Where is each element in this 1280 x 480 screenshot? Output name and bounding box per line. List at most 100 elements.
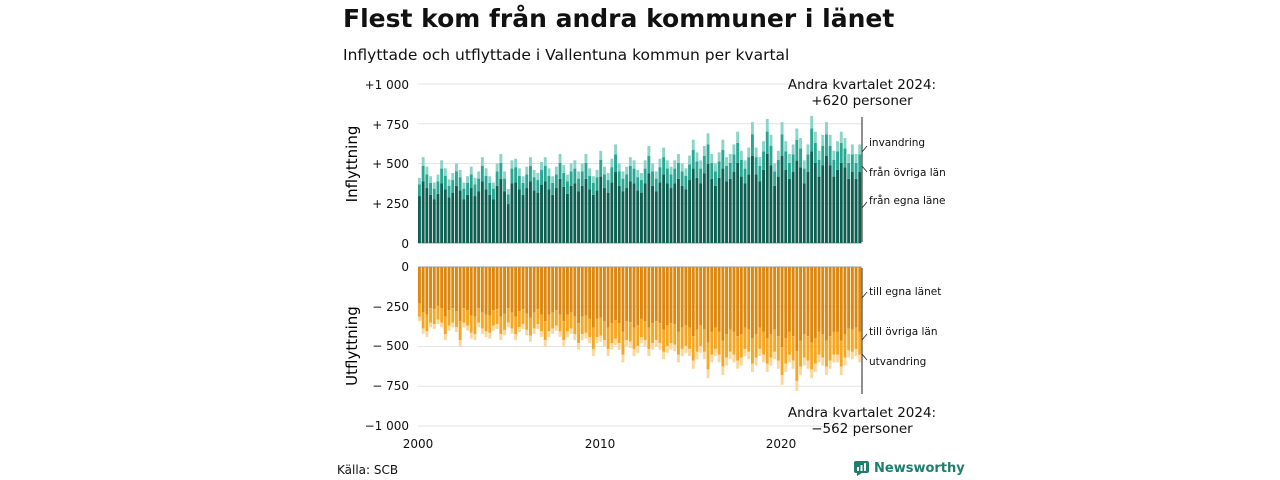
bar-outflow-own-county	[847, 267, 851, 329]
bar-inflow-immigration	[540, 161, 543, 171]
bar-outflow-own-county	[799, 267, 802, 341]
bar-inflow-own-county	[584, 178, 588, 243]
bar-inflow-immigration	[769, 134, 773, 146]
bar-outflow-emigration	[839, 366, 843, 376]
chart-subtitle: Inflyttade och utflyttade i Vallentuna k…	[343, 46, 790, 64]
bar-inflow-other-counties	[717, 161, 721, 178]
bar-outflow-emigration	[791, 360, 795, 369]
bar-inflow-immigration	[776, 150, 780, 160]
bar-inflow-other-counties	[640, 180, 643, 193]
bar-outflow-own-county	[525, 267, 529, 314]
bar-outflow-emigration	[843, 357, 847, 366]
bar-outflow-own-county	[769, 267, 773, 335]
bar-outflow-emigration	[654, 340, 658, 347]
bar-inflow-immigration	[606, 173, 610, 181]
bar-outflow-own-county	[625, 267, 629, 322]
bar-inflow-other-counties	[617, 171, 621, 186]
bar-inflow-immigration	[743, 160, 747, 169]
bar-inflow-immigration	[532, 169, 536, 178]
brand-logo[interactable]: Newsworthy	[854, 461, 965, 476]
bar-outflow-other-counties	[714, 327, 717, 349]
y-tick-bottom-500: − 500	[372, 339, 409, 353]
bar-inflow-other-counties	[788, 162, 791, 179]
bar-inflow-other-counties	[614, 154, 617, 173]
bar-inflow-own-county	[776, 176, 780, 243]
bar-outflow-other-counties	[517, 311, 521, 327]
bar-inflow-own-county	[821, 165, 825, 243]
bar-inflow-own-county	[566, 193, 569, 243]
bar-inflow-other-counties	[684, 175, 688, 190]
bar-outflow-emigration	[773, 351, 777, 360]
bar-inflow-immigration	[836, 141, 839, 152]
bar-inflow-own-county	[691, 168, 695, 243]
bar-outflow-own-county	[806, 267, 810, 337]
bar-inflow-immigration	[684, 168, 688, 176]
bar-inflow-own-county	[784, 169, 788, 243]
bar-outflow-own-county	[466, 267, 469, 311]
bar-outflow-emigration	[432, 324, 436, 330]
bar-inflow-other-counties	[673, 168, 677, 184]
bar-outflow-emigration	[640, 337, 643, 344]
bar-inflow-other-counties	[747, 157, 751, 175]
bar-inflow-other-counties	[569, 171, 573, 186]
bar-inflow-immigration	[492, 182, 495, 189]
bar-outflow-own-county	[702, 267, 706, 330]
bar-outflow-other-counties	[773, 329, 777, 352]
bar-outflow-emigration	[669, 343, 673, 350]
bar-outflow-own-county	[684, 267, 688, 326]
bar-outflow-other-counties	[432, 309, 436, 325]
bar-outflow-own-county	[821, 267, 825, 335]
bar-outflow-other-counties	[554, 310, 558, 326]
bar-outflow-other-counties	[825, 340, 828, 367]
bar-outflow-own-county	[784, 267, 788, 339]
bar-inflow-own-county	[525, 188, 529, 243]
bar-inflow-immigration	[455, 163, 458, 172]
bar-inflow-immigration	[591, 176, 595, 183]
bar-inflow-own-county	[647, 173, 651, 243]
bar-inflow-other-counties	[732, 154, 736, 173]
bar-inflow-immigration	[595, 169, 599, 178]
bar-inflow-immigration	[702, 146, 706, 156]
bar-outflow-other-counties	[477, 308, 481, 323]
bar-outflow-own-county	[455, 267, 458, 312]
bar-outflow-emigration	[695, 351, 699, 360]
bar-outflow-own-county	[492, 267, 495, 311]
bar-inflow-own-county	[706, 164, 710, 243]
bar-outflow-own-county	[699, 267, 703, 326]
bar-inflow-own-county	[462, 199, 466, 243]
bar-outflow-other-counties	[754, 334, 758, 358]
x-tick-2020: 2020	[766, 437, 797, 451]
bar-outflow-other-counties	[647, 327, 651, 349]
bar-inflow-own-county	[517, 189, 521, 243]
bar-outflow-emigration	[455, 326, 458, 333]
bar-inflow-other-counties	[765, 131, 769, 154]
bar-inflow-other-counties	[451, 180, 455, 193]
bar-outflow-emigration	[765, 363, 769, 372]
bar-inflow-own-county	[732, 172, 736, 243]
bar-inflow-other-counties	[517, 175, 521, 190]
bar-inflow-own-county	[832, 176, 836, 243]
bar-inflow-immigration	[610, 158, 614, 168]
bar-outflow-other-counties	[843, 334, 847, 358]
bar-outflow-other-counties	[717, 331, 721, 355]
bar-inflow-other-counties	[455, 171, 458, 186]
bar-outflow-emigration	[754, 357, 758, 366]
y-tick-top-750: + 750	[372, 118, 409, 132]
bar-outflow-other-counties	[669, 323, 673, 344]
bar-inflow-immigration	[754, 147, 758, 158]
bar-inflow-immigration	[732, 144, 736, 155]
bar-inflow-own-county	[728, 178, 732, 243]
bar-inflow-other-counties	[425, 174, 429, 189]
bar-outflow-emigration	[747, 351, 751, 360]
bar-outflow-emigration	[517, 326, 521, 333]
bar-inflow-immigration	[506, 188, 510, 195]
bar-inflow-own-county	[769, 165, 773, 243]
bar-inflow-own-county	[558, 178, 562, 243]
bar-inflow-immigration	[566, 174, 569, 182]
bar-outflow-emigration	[462, 322, 466, 328]
bar-outflow-own-county	[436, 267, 440, 306]
bar-inflow-other-counties	[499, 162, 503, 179]
label-pointer-fran-egna-lane	[861, 201, 868, 209]
bar-inflow-other-counties	[421, 165, 425, 182]
